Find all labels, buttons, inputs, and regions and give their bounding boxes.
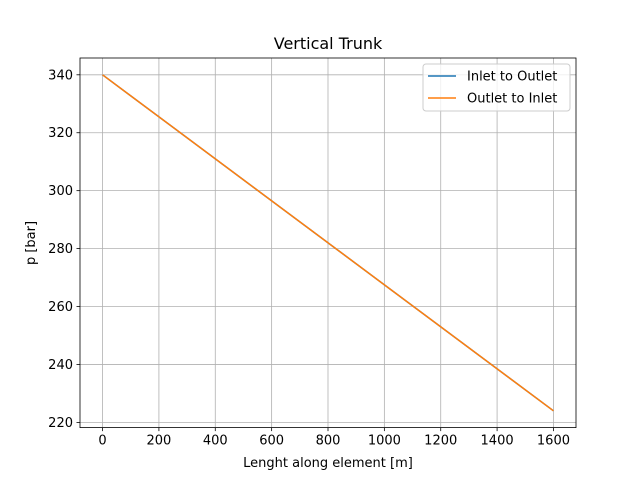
series-layer	[102, 74, 554, 412]
x-axis: 0 200 400 600 800 1000 1200 1400 1600	[98, 427, 570, 449]
y-tick-label: 280	[48, 242, 73, 257]
x-tick-label: 1600	[537, 434, 570, 449]
x-tick-label: 1200	[424, 434, 457, 449]
legend-box	[422, 63, 571, 112]
y-axis-label: p [bar]	[24, 221, 39, 265]
x-tick-label: 600	[259, 434, 284, 449]
chart-title: Vertical Trunk	[274, 34, 383, 53]
y-axis: 220 240 260 280 300 320 340	[48, 68, 80, 431]
y-tick-label: 300	[48, 184, 73, 199]
x-tick-label: 0	[98, 434, 106, 449]
legend: Inlet to Outlet Outlet to Inlet	[422, 63, 571, 112]
series-line	[102, 74, 554, 412]
x-tick-label: 800	[316, 434, 341, 449]
x-tick-label: 1400	[481, 434, 514, 449]
x-axis-label: Lenght along element [m]	[243, 456, 413, 471]
x-tick-label: 1000	[368, 434, 401, 449]
x-tick-label: 200	[146, 434, 171, 449]
y-tick-label: 220	[48, 416, 73, 431]
y-tick-label: 240	[48, 358, 73, 373]
y-tick-label: 260	[48, 300, 73, 315]
x-tick-label: 400	[203, 434, 228, 449]
y-tick-label: 320	[48, 126, 73, 141]
legend-label: Outlet to Inlet	[467, 92, 557, 107]
y-tick-label: 340	[48, 68, 73, 83]
legend-label: Inlet to Outlet	[467, 70, 557, 85]
